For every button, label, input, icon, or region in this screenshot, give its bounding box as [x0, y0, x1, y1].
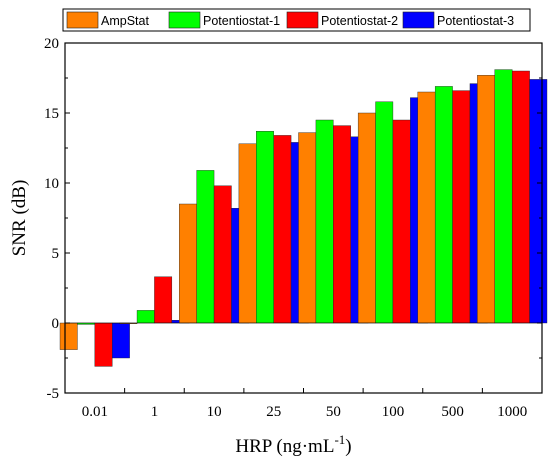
x-tick-label: 1	[151, 404, 159, 420]
legend-label: Potentiostat-3	[437, 14, 514, 28]
legend-swatch	[66, 11, 99, 29]
x-tick-label: 500	[441, 404, 464, 420]
y-tick-label: 0	[52, 316, 60, 332]
bar-ampstat-25	[238, 143, 257, 324]
bars-layer	[59, 69, 548, 367]
y-tick-label: 15	[44, 106, 59, 122]
y-axis-title: SNR (dB)	[9, 180, 30, 257]
bar-potentiostat-2-1000	[511, 70, 530, 324]
bar-potentiostat-1-25	[256, 130, 274, 324]
bar-potentiostat-3-1000	[529, 79, 548, 324]
x-axis: 0.01 1 10 25 50 100 500 1000	[64, 388, 543, 420]
x-tick-label: 10	[207, 404, 222, 420]
legend-label: Potentiostat-1	[203, 14, 280, 28]
bar-ampstat-500	[417, 91, 436, 324]
x-tick-label: 1000	[497, 404, 527, 420]
bar-potentiostat-2-50	[333, 125, 351, 324]
bar-ampstat-1000	[477, 74, 495, 324]
y-tick-label: -5	[47, 386, 60, 402]
bar-potentiostat-1-100	[375, 101, 394, 324]
bar-potentiostat-2-0_01	[94, 322, 113, 367]
y-tick-label: 20	[44, 36, 59, 52]
bar-potentiostat-1-1	[136, 310, 155, 324]
legend-swatch	[402, 11, 435, 29]
legend-label: Potentiostat-2	[321, 14, 398, 28]
bar-ampstat-100	[357, 112, 376, 324]
bar-potentiostat-1-10	[196, 170, 215, 324]
x-tick-label: 100	[382, 404, 405, 420]
bar-potentiostat-2-100	[392, 119, 411, 324]
x-tick-label: 0.01	[82, 404, 108, 420]
bar-potentiostat-3-0_01	[112, 322, 130, 359]
x-axis-title-superscript: -1	[334, 432, 345, 447]
bar-ampstat-50	[298, 132, 317, 324]
x-tick-label: 50	[326, 404, 341, 420]
x-tick-label: 25	[266, 404, 281, 420]
legend-label: AmpStat	[101, 14, 149, 28]
y-tick-label: 10	[44, 176, 59, 192]
bar-ampstat-10	[179, 203, 197, 324]
bar-potentiostat-1-500	[434, 86, 453, 324]
x-axis-title: HRP (ng·mL-1)	[235, 432, 351, 457]
legend-swatch	[168, 11, 201, 29]
x-axis-title-suffix: )	[345, 436, 351, 457]
bar-potentiostat-1-1000	[494, 69, 513, 324]
bar-potentiostat-2-1	[154, 276, 173, 324]
bar-potentiostat-1-50	[315, 119, 334, 324]
bar-potentiostat-2-500	[452, 90, 471, 324]
legend: AmpStat Potentiostat-1 Potentiostat-2 Poten…	[62, 8, 531, 32]
legend-swatch	[286, 11, 319, 29]
x-axis-title-main: HRP (ng·mL	[235, 436, 334, 457]
y-tick-label: 5	[52, 246, 60, 262]
y-axis: -5 0 5 10 15 20	[44, 36, 542, 402]
bar-potentiostat-2-10	[213, 185, 232, 324]
bar-ampstat-0_01	[59, 322, 78, 350]
bar-potentiostat-2-25	[273, 135, 292, 324]
